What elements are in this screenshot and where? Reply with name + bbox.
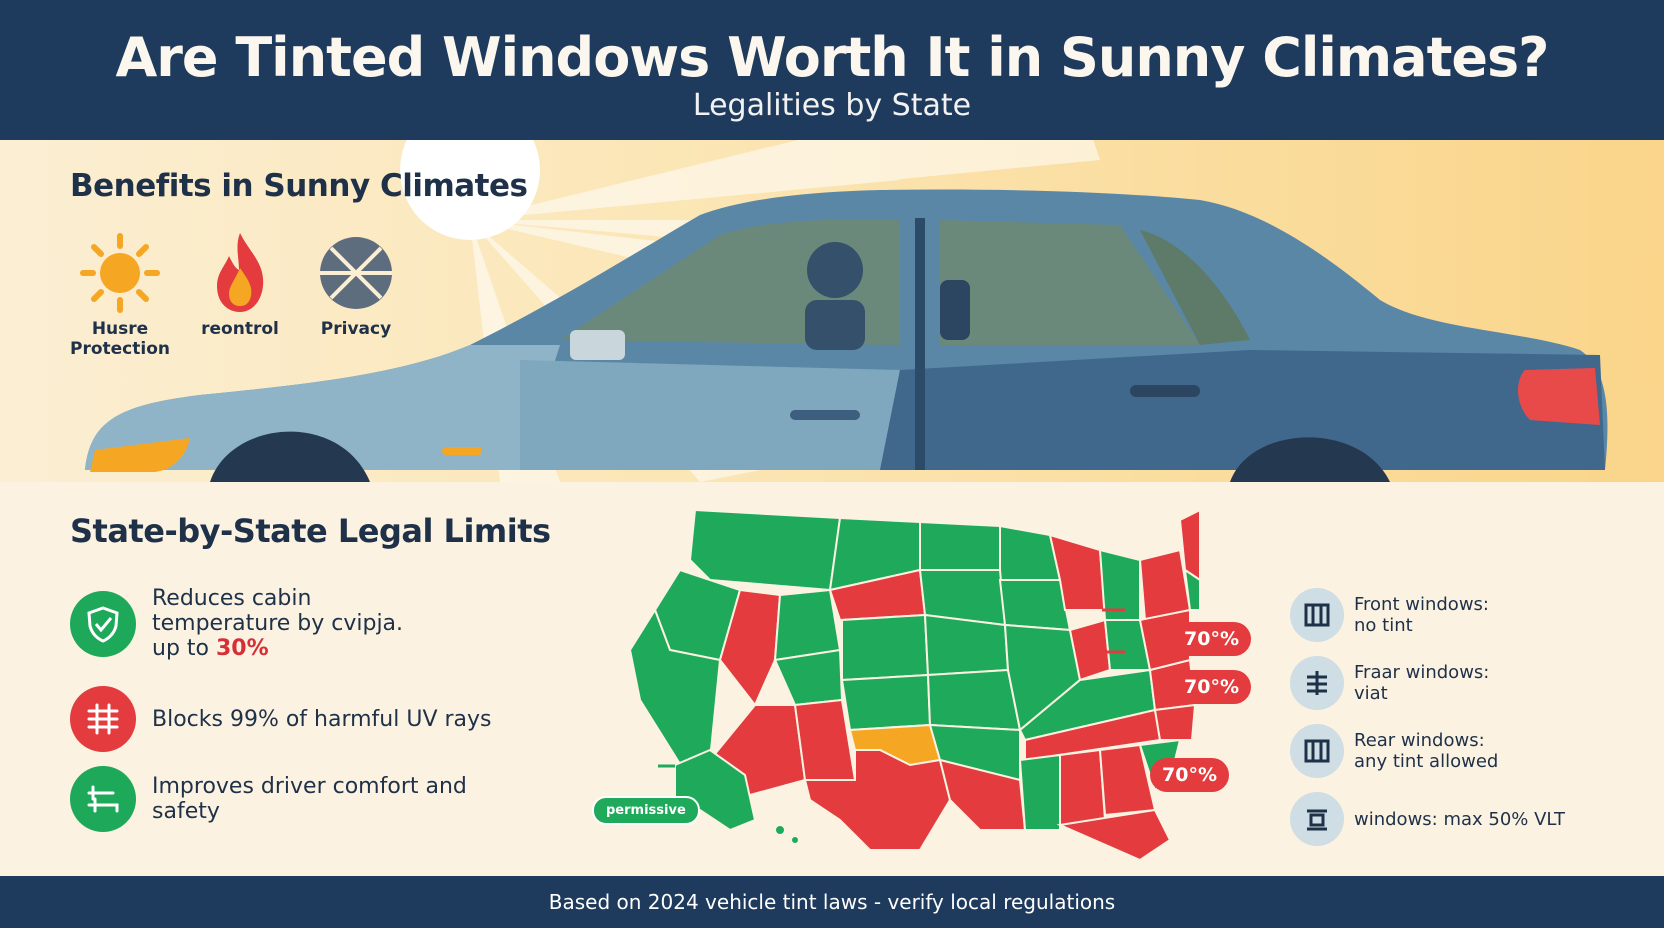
state-region-hawaii [774,824,786,836]
tint-limit-badge: 70°% [1172,622,1251,656]
state-region-utah [773,648,844,707]
fact-line2: safety [152,799,220,824]
car-illustration [85,140,1608,482]
page-subtitle: Legalities by State [692,88,972,123]
benefit-uv-protection: Husre Protection [60,228,180,358]
state-region-nebraska [923,613,1010,677]
legal-limits-title: State-by-State Legal Limits [70,512,551,550]
state-region-mississippi [1018,753,1061,831]
footer-note: Based on 2024 vehicle tint laws - verify… [0,876,1664,928]
tint-icon [1290,792,1344,846]
state-region-wisconsin [1048,533,1107,611]
page-title: Are Tinted Windows Worth It in Sunny Cli… [115,26,1550,89]
header-banner: Are Tinted Windows Worth It in Sunny Cli… [0,0,1664,140]
tint-limit-badge: 70°% [1172,670,1251,704]
rule-line2: any tint allowed [1354,751,1499,772]
state-region-missouri [926,668,1022,732]
state-region-iowa [998,579,1072,632]
hero-illustration [0,140,1664,482]
rule-line2: no tint [1354,615,1413,636]
benefit-label-line1: Privacy [320,319,392,339]
state-region-texas [803,749,952,851]
tint-limit-badge: 70°% [1150,758,1229,792]
fact-line1: Improves driver comfort and [152,774,467,799]
state-region-nc [1153,703,1197,741]
state-region-northwest [688,508,842,592]
rule-line2: viat [1354,683,1388,704]
benefit-privacy: Privacy [296,228,416,338]
state-region-ny [1138,548,1192,622]
benefit-label-line1: reontrol [201,319,279,339]
state-region-florida [1056,808,1172,862]
state-region-new-mexico [793,698,857,781]
benefit-label-line1: Husre [91,319,149,339]
benefit-label-line2: Protection [70,339,170,359]
rule-rear-windows: Rear windows: any tint allowed [1290,724,1498,778]
benefits-title: Benefits in Sunny Climates [70,168,528,204]
window-icon [1290,588,1344,642]
rule-line1: Rear windows: [1354,730,1485,751]
fact-cabin-temperature: Reduces cabin temperature by cvipja. up … [70,586,403,661]
fact-line1: Reduces cabin [152,586,312,611]
benefit-heat-control: reontrol [180,228,300,338]
state-region-kansas [840,673,932,732]
rule-front-windows: Front windows: no tint [1290,588,1489,642]
uv-block-icon [70,686,136,752]
rule-line1: Fraar windows: [1354,662,1490,683]
fact-highlight: 30% [215,636,269,661]
rule-line1: Front windows: [1354,594,1489,615]
state-region-colorado [841,613,930,682]
seat-icon [70,766,136,832]
fact-uv-block: Blocks 99% of harmful UV rays [70,686,492,752]
state-region-alabama [1059,748,1107,827]
state-region-mn [999,524,1062,581]
state-region-nd [919,520,1001,571]
rule-fraar-windows: Fraar windows: viat [1290,656,1489,710]
rule-max-vlt: windows: max 50% VLT [1290,792,1565,846]
flame-icon [195,228,285,318]
fact-line2: temperature by cvipja. [152,611,404,636]
privacy-icon [311,228,401,318]
permissive-badge: permissive [592,796,700,825]
window-icon [1290,724,1344,778]
filter-icon [1290,656,1344,710]
shield-icon [70,590,136,657]
rule-line1: windows: max 50% VLT [1354,808,1565,830]
sun-shape [400,140,540,240]
fact-line3: up to 30% [152,636,269,661]
fact-driver-comfort: Improves driver comfort and safety [70,766,467,832]
state-region-idaho [773,588,842,662]
fact-text: Blocks 99% of harmful UV rays [152,706,492,732]
sun-icon [75,228,165,318]
